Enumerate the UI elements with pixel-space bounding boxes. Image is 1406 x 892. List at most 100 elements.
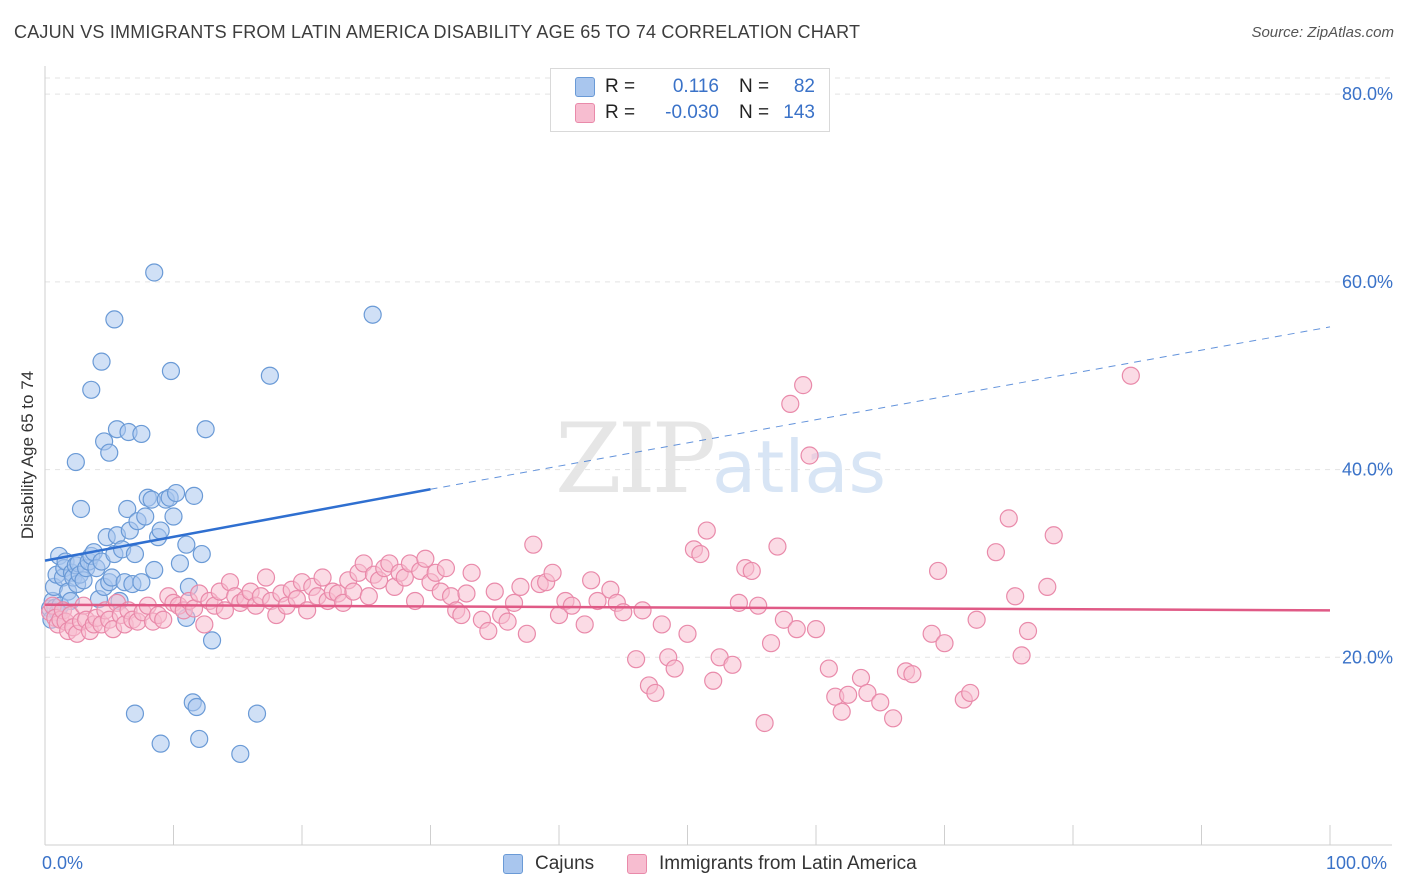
data-point xyxy=(298,601,317,620)
legend-item-cajuns: Cajuns xyxy=(503,853,594,875)
r-label: R = xyxy=(605,102,636,123)
data-point xyxy=(922,624,941,643)
data-point xyxy=(1012,646,1031,665)
y-axis-label: Disability Age 65 to 74 xyxy=(18,371,37,539)
data-point xyxy=(883,709,903,728)
data-point xyxy=(82,380,101,399)
r-label: R = xyxy=(605,76,636,97)
data-point xyxy=(256,568,276,587)
watermark-atlas: atlas xyxy=(712,425,886,509)
data-point xyxy=(633,601,652,620)
data-point xyxy=(665,659,684,678)
data-point xyxy=(196,420,215,439)
stats-legend-row-cajuns: R = 0.116 N = 82 xyxy=(575,74,815,100)
data-point xyxy=(761,634,781,653)
data-point xyxy=(819,659,838,678)
data-point xyxy=(161,361,181,381)
data-point xyxy=(691,544,710,564)
legend-label: Immigrants from Latin America xyxy=(659,853,917,874)
data-point xyxy=(100,443,119,462)
n-label: N = xyxy=(739,102,770,123)
watermark-zip: ZIP xyxy=(555,403,714,515)
trend-line-extension xyxy=(430,326,1331,490)
data-point xyxy=(704,671,723,690)
data-point xyxy=(575,615,594,634)
axes xyxy=(44,66,1392,846)
data-point xyxy=(1018,621,1038,641)
data-point xyxy=(646,683,665,703)
data-point xyxy=(961,683,980,703)
data-point xyxy=(92,352,111,371)
y-tick-label: 60.0% xyxy=(1342,272,1393,292)
data-point xyxy=(806,620,826,639)
data-point xyxy=(363,305,382,324)
legend-swatch xyxy=(627,854,647,874)
data-point xyxy=(436,559,456,578)
data-point xyxy=(202,631,222,650)
data-point xyxy=(1121,366,1140,385)
data-point xyxy=(928,561,948,581)
trend-line xyxy=(44,488,431,562)
series-immigrants-latin-america xyxy=(41,366,1140,733)
data-point xyxy=(485,582,504,601)
data-point xyxy=(697,521,716,540)
data-point xyxy=(742,561,761,581)
data-point xyxy=(511,577,530,596)
data-point xyxy=(177,535,196,554)
data-point xyxy=(231,744,250,764)
data-point xyxy=(504,593,524,612)
data-point xyxy=(247,704,267,723)
data-point xyxy=(935,634,954,653)
gridlines xyxy=(45,77,1392,658)
data-point xyxy=(626,650,646,669)
data-point xyxy=(749,596,768,615)
data-point xyxy=(652,615,671,634)
data-point xyxy=(170,554,190,573)
chart-source: Source: ZipAtlas.com xyxy=(1251,24,1394,41)
trend-line xyxy=(44,603,1331,612)
data-point xyxy=(132,424,151,444)
data-point xyxy=(986,543,1006,562)
data-point xyxy=(192,544,211,564)
data-point xyxy=(452,605,471,625)
data-point xyxy=(999,509,1018,528)
r-value: 0.116 xyxy=(672,76,719,97)
legend-swatch-immigrants xyxy=(575,103,595,123)
data-point xyxy=(151,734,170,753)
data-point xyxy=(151,521,170,540)
data-point xyxy=(359,587,378,606)
data-point xyxy=(457,584,476,603)
data-point xyxy=(678,624,697,643)
data-point xyxy=(543,563,562,582)
n-value: 82 xyxy=(793,76,815,97)
r-value: -0.030 xyxy=(665,102,719,123)
data-point xyxy=(588,591,607,611)
data-point xyxy=(190,729,209,749)
y-tick-label: 40.0% xyxy=(1342,460,1393,480)
watermark: ZIP atlas xyxy=(555,403,886,515)
legend-swatch-cajuns xyxy=(575,77,595,97)
trend-lines xyxy=(44,326,1331,612)
data-point xyxy=(105,310,124,329)
data-point xyxy=(154,610,173,629)
data-point xyxy=(781,394,800,413)
x-tick-label-min: 0.0% xyxy=(42,853,84,873)
data-point xyxy=(132,573,151,592)
data-point xyxy=(287,589,306,609)
data-point xyxy=(166,483,186,503)
data-point xyxy=(723,655,742,674)
data-point xyxy=(354,554,373,573)
data-point xyxy=(184,486,204,505)
data-point xyxy=(832,702,851,721)
data-point xyxy=(768,537,787,556)
data-point xyxy=(118,499,137,519)
data-point xyxy=(1006,587,1025,606)
data-point xyxy=(184,599,204,618)
data-point xyxy=(187,697,206,717)
data-point xyxy=(774,610,793,629)
data-point xyxy=(562,596,581,615)
stats-legend: R = 0.116 N = 82 R = -0.030 N = 143 xyxy=(550,68,830,132)
legend-swatch xyxy=(503,854,523,874)
y-tick-label: 80.0% xyxy=(1342,84,1393,104)
